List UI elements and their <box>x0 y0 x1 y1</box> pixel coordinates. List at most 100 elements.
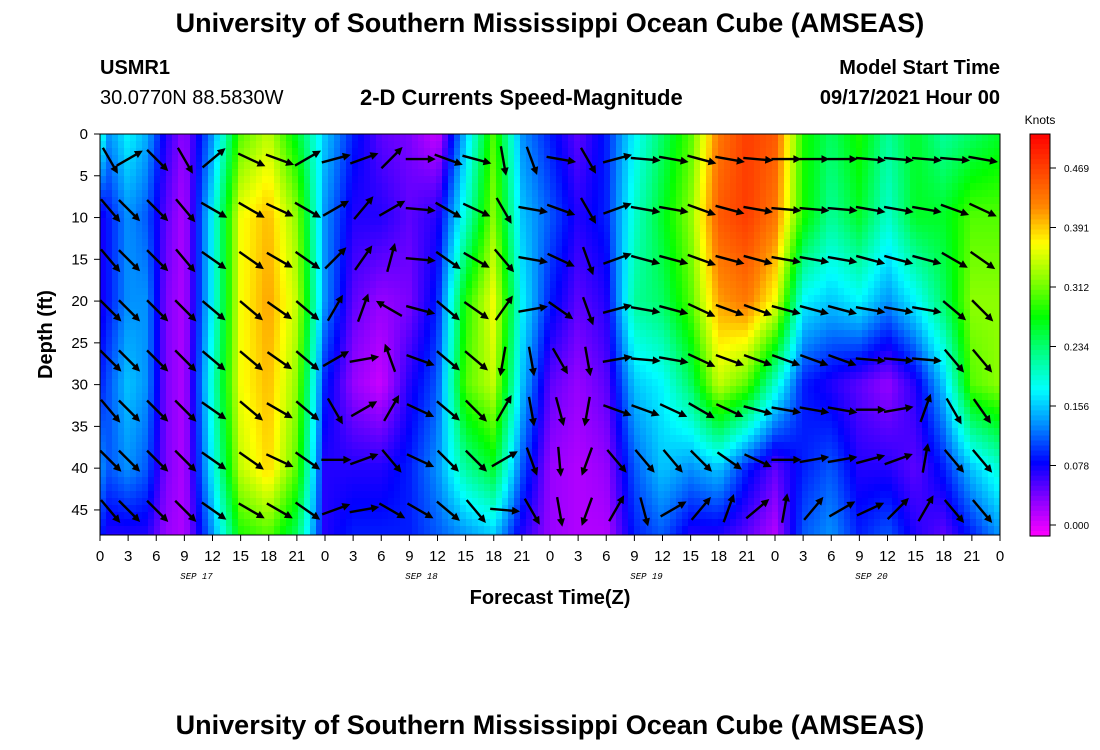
heatmap-cell <box>196 323 203 331</box>
heatmap-cell <box>352 365 359 373</box>
heatmap-cell <box>226 533 233 536</box>
heatmap-cell <box>166 155 173 163</box>
heatmap-cell <box>178 183 185 191</box>
heatmap-cell <box>580 225 587 233</box>
heatmap-cell <box>400 442 407 450</box>
heatmap-cell <box>208 316 215 324</box>
heatmap-cell <box>484 358 491 366</box>
heatmap-cell <box>556 211 563 219</box>
heatmap-cell <box>448 281 455 289</box>
heatmap-cell <box>394 477 401 485</box>
heatmap-cell <box>592 302 599 310</box>
heatmap-cell <box>466 463 473 471</box>
heatmap-cell <box>610 190 617 198</box>
heatmap-cell <box>328 274 335 282</box>
heatmap-cell <box>184 323 191 331</box>
heatmap-cell <box>430 484 437 492</box>
heatmap-cell <box>118 512 125 520</box>
heatmap-cell <box>250 484 257 492</box>
heatmap-cell <box>268 225 275 233</box>
heatmap-cell <box>250 239 257 247</box>
heatmap-cell <box>442 428 449 436</box>
heatmap-cell <box>436 141 443 149</box>
heatmap-cell <box>154 211 161 219</box>
heatmap-cell <box>544 337 551 345</box>
heatmap-cell <box>148 148 155 156</box>
heatmap-cell <box>358 211 365 219</box>
heatmap-cell <box>418 358 425 366</box>
heatmap-cell <box>424 176 431 184</box>
heatmap-cell <box>418 267 425 275</box>
heatmap-cell <box>190 358 197 366</box>
heatmap-cell <box>364 309 371 317</box>
heatmap-cell <box>574 407 581 415</box>
heatmap-cell <box>544 211 551 219</box>
heatmap-cell <box>532 281 539 289</box>
heatmap-cell <box>370 176 377 184</box>
heatmap-cell <box>226 148 233 156</box>
heatmap-cell <box>412 288 419 296</box>
heatmap-cell <box>394 176 401 184</box>
heatmap-cell <box>376 225 383 233</box>
heatmap-cell <box>520 421 527 429</box>
heatmap-cell <box>412 141 419 149</box>
heatmap-cell <box>310 218 317 226</box>
heatmap-cell <box>238 162 245 170</box>
heatmap-cell <box>388 309 395 317</box>
heatmap-cell <box>214 365 221 373</box>
heatmap-cell <box>508 288 515 296</box>
heatmap-cell <box>562 470 569 478</box>
heatmap-cell <box>364 302 371 310</box>
heatmap-cell <box>370 288 377 296</box>
heatmap-cell <box>310 491 317 499</box>
heatmap-cell <box>244 225 251 233</box>
heatmap-cell <box>514 239 521 247</box>
heatmap-cell <box>178 386 185 394</box>
heatmap-cell <box>418 470 425 478</box>
heatmap-cell <box>178 491 185 499</box>
heatmap-cell <box>520 288 527 296</box>
heatmap-cell <box>364 162 371 170</box>
heatmap-cell <box>106 379 113 387</box>
heatmap-cell <box>586 323 593 331</box>
heatmap-cell <box>496 148 503 156</box>
heatmap-cell <box>316 386 323 394</box>
heatmap-cell <box>364 288 371 296</box>
heatmap-cell <box>382 351 389 359</box>
heatmap-cell <box>364 281 371 289</box>
heatmap-cell <box>448 330 455 338</box>
heatmap-cell <box>538 281 545 289</box>
heatmap-cell <box>574 302 581 310</box>
heatmap-cell <box>472 295 479 303</box>
heatmap-cell <box>574 505 581 513</box>
heatmap-cell <box>370 407 377 415</box>
heatmap-cell <box>334 344 341 352</box>
heatmap-cell <box>256 491 263 499</box>
heatmap-cell <box>442 365 449 373</box>
heatmap-cell <box>382 421 389 429</box>
heatmap-cell <box>574 288 581 296</box>
heatmap-cell <box>172 407 179 415</box>
heatmap-cell <box>532 400 539 408</box>
heatmap-cell <box>394 232 401 240</box>
heatmap-cell <box>154 218 161 226</box>
heatmap-cell <box>598 267 605 275</box>
heatmap-cell <box>346 197 353 205</box>
heatmap-cell <box>220 477 227 485</box>
heatmap-cell <box>172 274 179 282</box>
heatmap-cell <box>196 337 203 345</box>
heatmap-cell <box>526 386 533 394</box>
heatmap-cell <box>460 393 467 401</box>
heatmap-cell <box>112 197 119 205</box>
heatmap-cell <box>448 344 455 352</box>
heatmap-cell <box>388 141 395 149</box>
heatmap-cell <box>514 344 521 352</box>
heatmap-cell <box>340 176 347 184</box>
heatmap-cell <box>232 449 239 457</box>
heatmap-cell <box>274 386 281 394</box>
heatmap-cell <box>580 351 587 359</box>
heatmap-cell <box>478 442 485 450</box>
heatmap-cell <box>388 197 395 205</box>
heatmap-cell <box>520 274 527 282</box>
heatmap-cell <box>478 162 485 170</box>
